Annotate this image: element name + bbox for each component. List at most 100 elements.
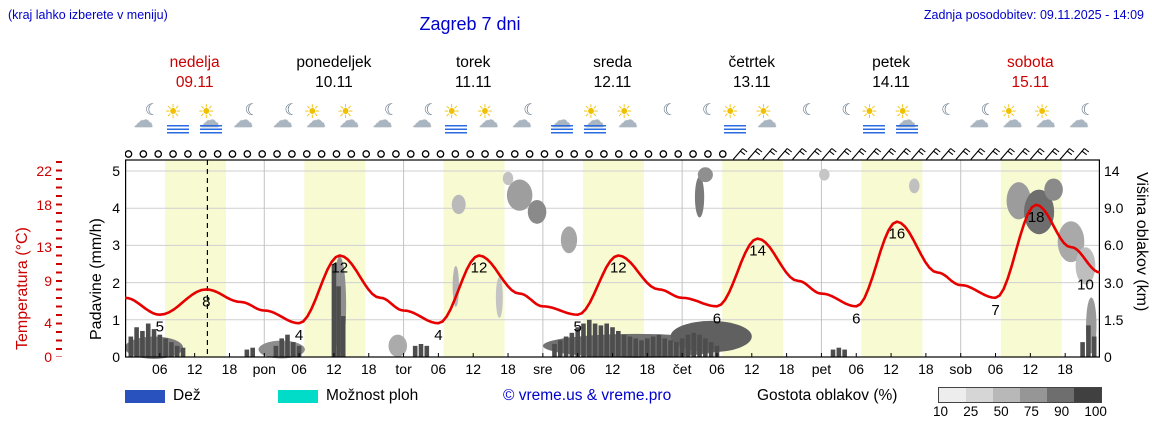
precip-bar: [145, 323, 151, 357]
precip-bar: [1091, 336, 1097, 357]
moon-icon: ☾: [788, 102, 816, 134]
wind-barb: [732, 148, 744, 160]
calm-wind-symbol: [228, 150, 237, 158]
time-tick-label: 12: [604, 361, 621, 377]
wind-barb-tick: [980, 148, 986, 153]
precip-bar: [714, 345, 720, 357]
precip-bar: [285, 334, 290, 357]
wind-barb-tick: [742, 148, 748, 153]
cloud-layer-blob: [495, 277, 503, 318]
precip-bar: [633, 338, 639, 357]
calm-wind-symbol: [243, 150, 252, 158]
sun-glyph: ☀: [582, 102, 600, 123]
time-tick-label: 06: [152, 361, 168, 377]
wind-barb: [777, 148, 788, 160]
wind-barb-tick: [844, 150, 850, 156]
precip-bar: [291, 342, 296, 357]
precip-bar: [151, 329, 157, 357]
sun-glyph: ☀: [1000, 102, 1018, 123]
cloud-moon-icon: ☁ ☾: [510, 102, 538, 134]
day-name: nedelja: [169, 54, 220, 71]
cloud-moon-icon: ☁ ☾: [410, 102, 438, 134]
precip-bar: [169, 342, 174, 357]
axis-tick: 0: [112, 349, 120, 365]
moon-icon: ☾: [649, 102, 677, 134]
wind-barb: [896, 148, 907, 160]
temperature-value-label: 4: [434, 327, 442, 344]
axis-tick: 13: [36, 239, 52, 255]
cloud-layer-blob: [451, 194, 466, 215]
calm-wind-symbol: [555, 150, 564, 158]
wind-barb-tick: [903, 150, 909, 156]
sun-cloud-icon: ☀ ☁: [1000, 102, 1027, 134]
density-tick: 50: [993, 404, 1009, 419]
precip-bar: [616, 330, 621, 357]
time-tick-label: 06: [709, 361, 725, 377]
axis-tick: 4: [44, 315, 52, 331]
wind-barb-tick: [890, 148, 897, 153]
daylight-band: [165, 160, 226, 357]
time-tick-label: 18: [639, 361, 656, 377]
cloud-glyph: ☁: [617, 110, 638, 132]
calm-wind-symbol: [674, 150, 683, 158]
sun-cloud-fog-icon: ☀ ☁: [582, 102, 609, 134]
day-header: sobota 15.11: [961, 53, 1100, 93]
wind-barb: [910, 148, 922, 160]
density-tick: 25: [963, 404, 979, 419]
wind-barb-tick: [905, 148, 911, 153]
day-name: torek: [455, 54, 491, 71]
axis-tick: 3.0: [1104, 275, 1124, 291]
calm-wind-symbol: [614, 150, 623, 158]
time-tick-label: sre: [533, 361, 553, 377]
wind-barb-tick: [772, 148, 778, 153]
moon-icon: ☾: [927, 102, 955, 134]
wind-barb-tick: [858, 150, 865, 156]
calm-wind-symbol: [125, 150, 133, 158]
wind-barb-tick: [873, 150, 879, 156]
cloud-density-label: Gostota oblakov (%): [757, 387, 898, 404]
sun-glyph: ☀: [721, 102, 739, 123]
fog-lines: [445, 125, 468, 134]
wind-barb-tick: [994, 148, 1001, 153]
wind-barb-tick: [1022, 150, 1028, 156]
fog-lines: [199, 125, 222, 134]
axis-tick: 22: [36, 163, 52, 179]
last-updated: Zadnja posodobitev: 09.11.2025 - 14:09: [923, 8, 1144, 22]
precip-bar: [552, 343, 557, 357]
temperature-axis-tickmarks: [56, 161, 62, 357]
precip-bar: [1086, 325, 1091, 357]
moon-glyph: ☾: [423, 102, 438, 119]
sun-glyph: ☀: [164, 102, 182, 123]
day-date: 14.11: [872, 74, 910, 91]
wind-barb: [881, 148, 892, 160]
cloud-glyph: ☁: [339, 110, 360, 132]
day-icons: ☁ ☾ ☀ ☁ ☀ ☁ ☁ ☾: [961, 99, 1100, 137]
sun-cloud-icon: ☀ ☁: [1033, 102, 1060, 134]
calm-wind-symbol: [154, 150, 163, 158]
wind-barb: [1000, 148, 1011, 160]
page-title: Zagreb 7 dni: [419, 14, 521, 34]
sun-cloud-icon: ☀ ☁: [616, 102, 643, 134]
wind-barb-tick: [816, 148, 822, 153]
axis-tick: 4: [112, 200, 120, 216]
time-tick-label: 06: [291, 361, 307, 377]
temperature-value-label: 12: [610, 260, 627, 277]
wind-barb-tick: [1024, 148, 1030, 153]
moon-glyph: ☾: [1080, 102, 1095, 119]
precip-bar: [662, 338, 668, 357]
wind-barb-tick: [1084, 148, 1090, 153]
fog-lines: [723, 125, 746, 134]
wind-barb: [940, 148, 952, 160]
time-tick-label: 12: [186, 361, 203, 377]
moon-glyph: ☾: [841, 102, 856, 119]
wind-barb-tick: [1007, 150, 1013, 156]
copyright-link[interactable]: © vreme.us & vreme.pro: [503, 387, 672, 404]
axis-tick: 6.0: [1104, 237, 1124, 253]
time-tick-label: 12: [1022, 361, 1039, 377]
cloud-layer-blob: [506, 179, 533, 211]
cloud-moon-icon: ☁ ☾: [1067, 102, 1095, 134]
wind-barb: [792, 148, 803, 160]
cloud-layer-blob: [1023, 189, 1055, 235]
precip-bar: [418, 343, 424, 357]
